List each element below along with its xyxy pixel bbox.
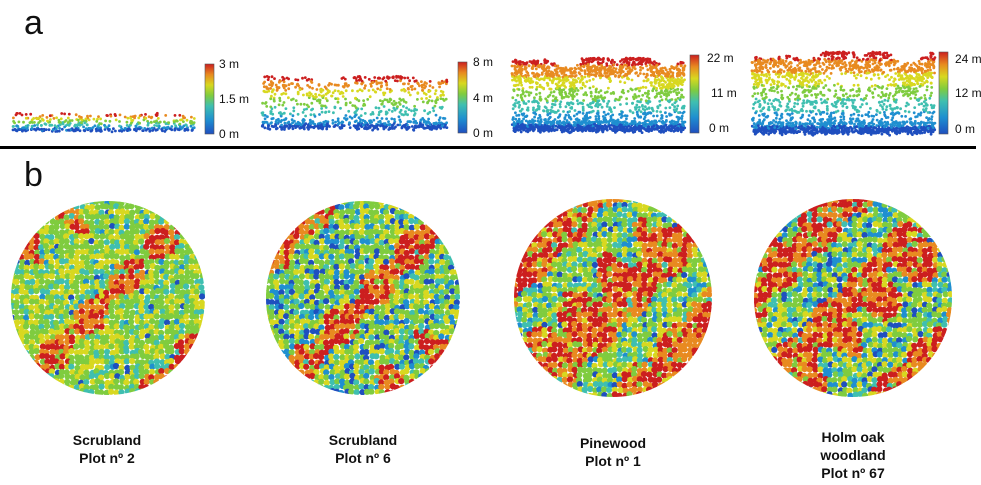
panel-letter-b: b <box>24 156 43 194</box>
caption-line: Plot nº 2 <box>79 450 135 466</box>
height-scale-pinewood-1: 22 m 11 m 0 m <box>689 51 737 135</box>
scale-tick-max: 24 m <box>955 52 981 66</box>
height-colorbar <box>689 54 700 134</box>
point-cloud-profile-scrubland-6 <box>260 74 449 132</box>
point-cloud-top-view-pinewood-1 <box>514 199 712 397</box>
caption-line: Holm oak <box>821 429 885 445</box>
caption-line: Plot nº 67 <box>821 465 885 481</box>
height-scale-scrubland-2: 3 m 1.5 m 0 m <box>204 57 249 141</box>
scale-tick-min: 0 m <box>473 126 493 140</box>
point-cloud-profile-pinewood-1 <box>510 56 687 135</box>
point-cloud-top-view-holm-oak-67 <box>754 199 952 397</box>
caption-line: Scrubland <box>328 432 398 448</box>
caption-line: Scrubland <box>72 432 142 448</box>
panel-divider <box>0 146 976 149</box>
point-cloud-profile-holm-oak-67 <box>750 50 937 137</box>
height-colorbar <box>457 61 468 134</box>
plot-caption-holm-oak-67: Holm oak woodland Plot nº 67 <box>773 428 933 482</box>
scale-tick-min: 0 m <box>219 127 239 141</box>
scale-tick-max: 3 m <box>219 57 239 71</box>
scale-tick-max: 8 m <box>473 55 493 69</box>
height-colorbar <box>204 63 215 135</box>
caption-line: Pinewood <box>579 435 647 451</box>
scale-tick-max: 22 m <box>707 51 734 65</box>
caption-line: Plot nº 1 <box>585 453 641 469</box>
panel-letter-a: a <box>24 4 43 42</box>
point-cloud-top-view-scrubland-2 <box>11 201 205 395</box>
scale-tick-min: 0 m <box>709 121 729 135</box>
plot-caption-pinewood-1: Pinewood Plot nº 1 <box>533 434 693 470</box>
point-cloud-profile-scrubland-2 <box>11 111 196 134</box>
height-scale-scrubland-6: 8 m 4 m 0 m <box>457 55 493 140</box>
scale-tick-mid: 1.5 m <box>219 92 249 106</box>
plot-caption-scrubland-6: Scrubland Plot nº 6 <box>283 431 443 467</box>
scale-tick-mid: 4 m <box>473 91 493 105</box>
plot-caption-scrubland-2: Scrubland Plot nº 2 <box>27 431 187 467</box>
scale-tick-min: 0 m <box>955 122 975 136</box>
caption-line: Plot nº 6 <box>335 450 391 466</box>
height-colorbar <box>938 51 949 135</box>
caption-line: woodland <box>820 447 886 463</box>
point-cloud-top-view-scrubland-6 <box>266 201 460 395</box>
scale-tick-mid: 11 m <box>711 86 737 100</box>
height-scale-holm-oak-67: 24 m 12 m 0 m <box>938 51 981 136</box>
scale-tick-mid: 12 m <box>955 86 981 100</box>
